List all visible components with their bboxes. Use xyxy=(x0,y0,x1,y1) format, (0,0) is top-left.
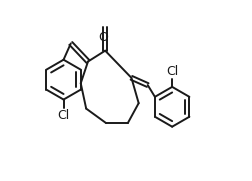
Text: O: O xyxy=(98,31,108,44)
Text: Cl: Cl xyxy=(57,109,70,122)
Text: Cl: Cl xyxy=(166,65,178,78)
